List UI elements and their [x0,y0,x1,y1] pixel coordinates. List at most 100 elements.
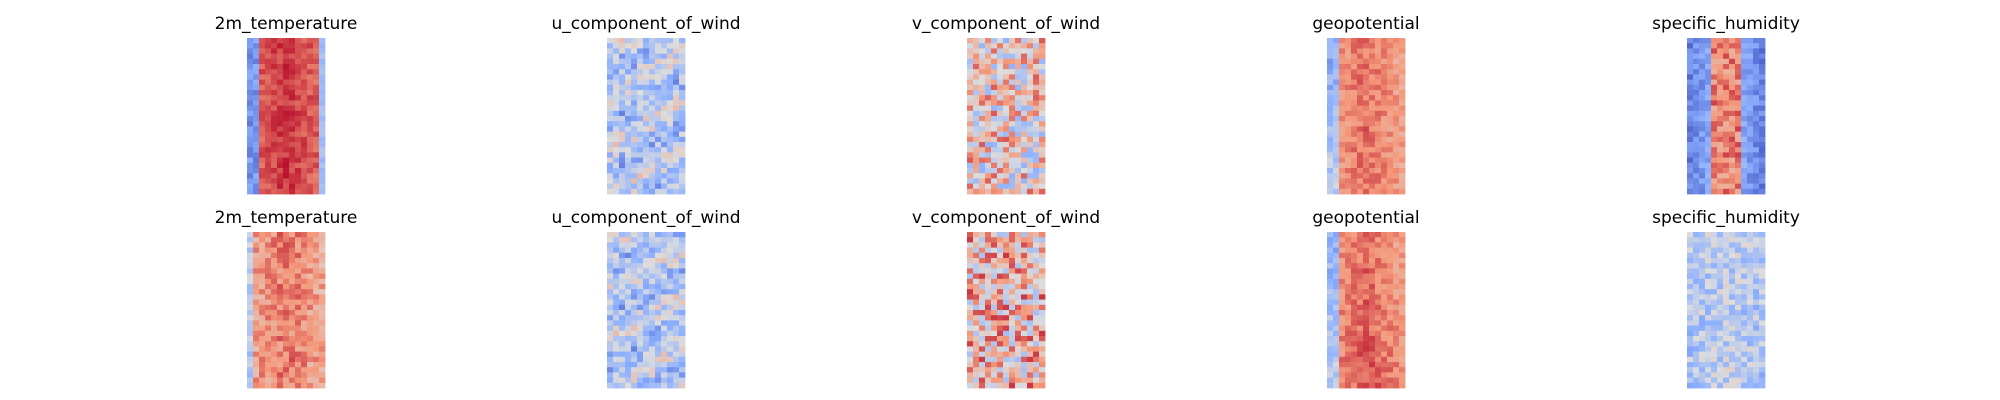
heatmap-cell [1387,278,1394,285]
heatmap-cell [631,152,638,158]
heatmap-cell [1387,351,1394,358]
heatmap-cell [1735,372,1742,378]
heatmap-cell [1033,53,1040,60]
heatmap-cell [1033,258,1040,264]
heatmap-cell [1717,382,1724,389]
heatmap-cell [637,351,644,358]
heatmap-cell [265,304,272,311]
heatmap-cell [1339,173,1346,179]
heatmap-cell [1399,330,1406,337]
heatmap-cell [307,289,314,295]
heatmap-cell [313,64,320,70]
heatmap-cell [1687,100,1694,106]
heatmap-cell [619,315,626,321]
heatmap-cell [1399,258,1406,264]
heatmap-cell [643,247,650,254]
heatmap-cell [301,90,308,96]
panel-v-component-of-wind-row-1: v_component_of_wind [912,14,1100,195]
heatmap-cell [973,336,980,342]
heatmap-cell [1399,126,1406,132]
heatmap-cell [1327,58,1334,65]
heatmap-cell [1363,126,1370,132]
heatmap-cell [1333,263,1340,269]
heatmap-cell [1753,294,1760,300]
heatmap-cell [1369,237,1376,243]
heatmap-cell [1759,273,1766,280]
heatmap-cell [1735,237,1742,243]
heatmap-cell [991,294,998,300]
heatmap-cell [1333,367,1340,373]
heatmap-cell [259,325,266,332]
heatmap-cell [289,110,296,117]
heatmap-cell [1747,152,1754,158]
heatmap-cell [1699,330,1706,337]
heatmap-cell [307,372,314,378]
heatmap-cell [265,377,272,384]
heatmap-cell [1747,188,1754,195]
heatmap-cell [1705,183,1712,190]
heatmap-cell [979,284,986,290]
heatmap-cell [265,38,272,44]
heatmap-cell [1333,152,1340,158]
heatmap-cell [1735,382,1742,389]
heatmap-cell [283,320,290,326]
heatmap-cell [1369,278,1376,285]
heatmap-cell [649,173,656,179]
heatmap-cell [649,58,656,65]
heatmap-cell [313,367,320,373]
heatmap-cell [295,90,302,96]
heatmap-cell [1717,43,1724,49]
heatmap-cell [1345,38,1352,44]
heatmap-cell [307,168,314,174]
heatmap-cell [1399,299,1406,306]
heatmap-cell [643,242,650,248]
heatmap-cell [625,79,632,86]
heatmap-cell [1039,346,1046,352]
heatmap-cell [1753,242,1760,248]
heatmap-cell [643,131,650,138]
heatmap-cell [1729,131,1736,138]
heatmap-cell [1393,258,1400,264]
heatmap-cell [1027,48,1034,54]
heatmap-cell [619,69,626,75]
heatmap-cell [1693,336,1700,342]
heatmap-cell [1327,336,1334,342]
heatmap-cell [319,178,326,184]
heatmap-cell [1327,84,1334,91]
heatmap-cell [625,110,632,117]
heatmap-cell [1363,315,1370,321]
heatmap-cell [1363,95,1370,101]
heatmap-cell [667,100,674,106]
heatmap-cell [1399,372,1406,378]
heatmap-cell [1021,304,1028,311]
heatmap-cell [631,188,638,195]
heatmap-cell [1699,38,1706,44]
heatmap-cell [1741,131,1748,138]
heatmap-cell [1393,315,1400,321]
heatmap-cell [307,320,314,326]
heatmap-cell [1039,74,1046,80]
heatmap-cell [643,268,650,274]
heatmap-cell [1705,346,1712,352]
heatmap-cell [619,84,626,91]
heatmap-cell [655,43,662,49]
heatmap-cell [613,310,620,316]
heatmap-cell [1375,90,1382,96]
heatmap-cell [979,188,986,195]
heatmap-cell [643,263,650,269]
heatmap-cell [985,273,992,280]
heatmap-cell [1003,284,1010,290]
heatmap-cell [289,289,296,295]
heatmap-cell [1711,372,1718,378]
heatmap-cell [1363,38,1370,44]
heatmap-cell [1399,382,1406,389]
heatmap-cell [1375,263,1382,269]
panel-title: u_component_of_wind [551,14,740,34]
heatmap-cell [997,242,1004,248]
heatmap-cell [655,258,662,264]
heatmap-cell [1027,126,1034,132]
heatmap-cell [1339,90,1346,96]
heatmap-cell [1015,74,1022,80]
heatmap-cell [265,74,272,80]
heatmap-cell [1333,299,1340,306]
